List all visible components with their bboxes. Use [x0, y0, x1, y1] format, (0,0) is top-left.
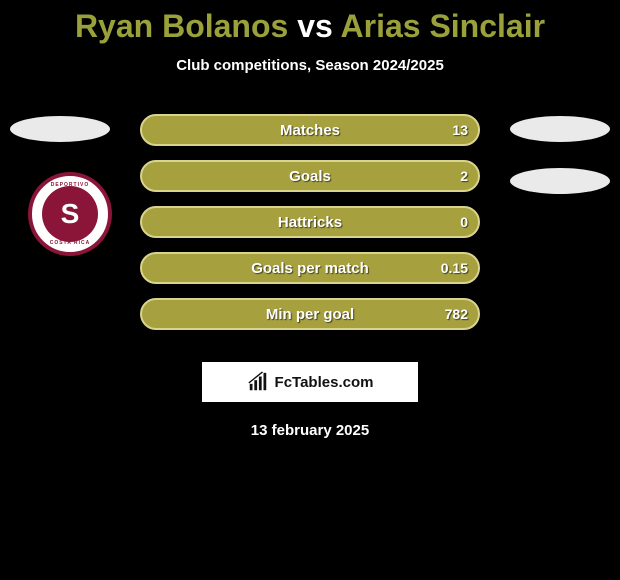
player2-name: Arias Sinclair [341, 8, 546, 44]
stat-label: Min per goal [266, 306, 354, 323]
stat-row: Goals 2 [0, 160, 620, 196]
stat-row: Min per goal 782 [0, 298, 620, 334]
bar-chart-icon [247, 371, 269, 393]
stat-value-right: 782 [445, 306, 468, 322]
comparison-date: 13 february 2025 [0, 422, 620, 439]
stat-value-right: 13 [452, 122, 468, 138]
stat-value-right: 0.15 [441, 260, 468, 276]
branding-text: FcTables.com [275, 374, 374, 391]
stat-row: Hattricks 0 [0, 206, 620, 242]
stat-label: Hattricks [278, 214, 342, 231]
stats-area: DEPORTIVO S COSTA RICA Matches 13 Goals … [0, 114, 620, 334]
stat-label: Goals per match [251, 260, 369, 277]
player1-name: Ryan Bolanos [75, 8, 288, 44]
branding-box: FcTables.com [202, 362, 418, 402]
stat-label: Goals [289, 168, 331, 185]
vs-text: vs [297, 8, 333, 44]
stat-value-right: 2 [460, 168, 468, 184]
stat-bar: Goals 2 [140, 160, 480, 192]
comparison-title: Ryan Bolanos vs Arias Sinclair [0, 0, 620, 45]
stat-bar: Hattricks 0 [140, 206, 480, 238]
stat-bar: Min per goal 782 [140, 298, 480, 330]
stat-label: Matches [280, 122, 340, 139]
stat-row: Goals per match 0.15 [0, 252, 620, 288]
season-subtitle: Club competitions, Season 2024/2025 [0, 57, 620, 74]
stat-row: Matches 13 [0, 114, 620, 150]
stat-value-right: 0 [460, 214, 468, 230]
stat-bar: Matches 13 [140, 114, 480, 146]
stat-bar: Goals per match 0.15 [140, 252, 480, 284]
